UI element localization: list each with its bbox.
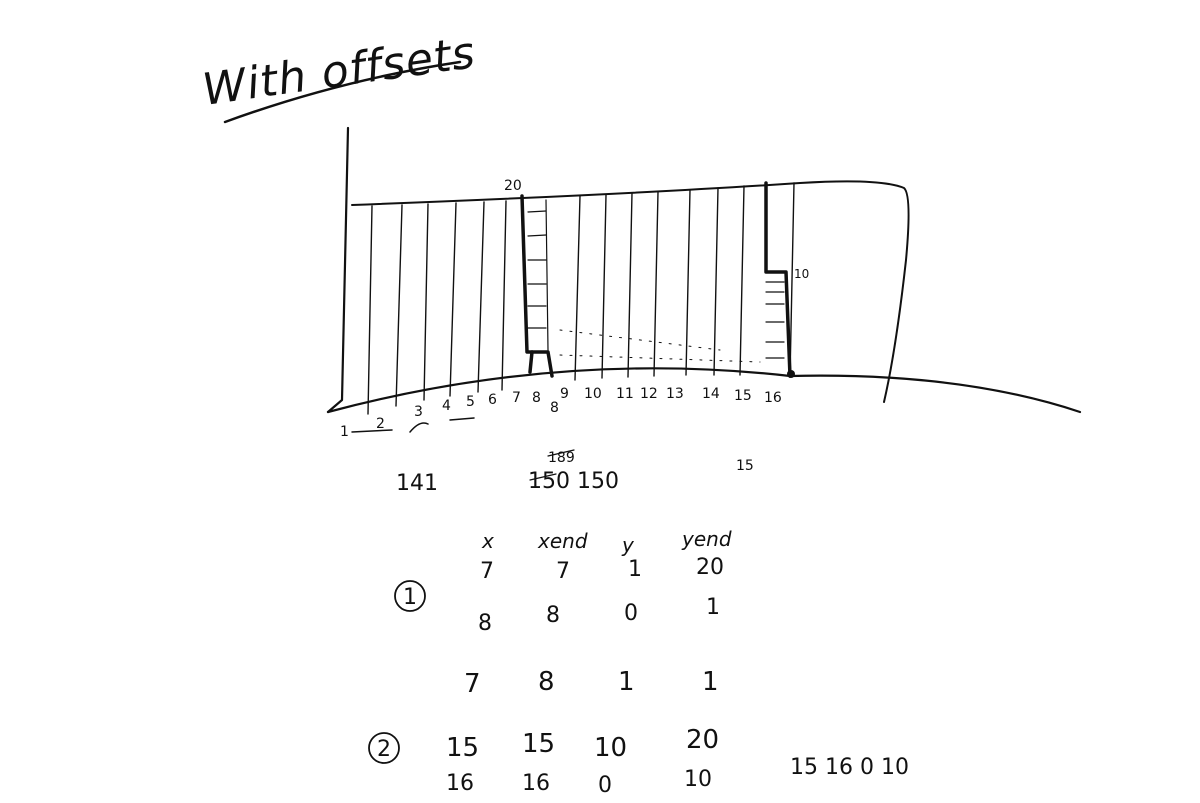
header-y: y <box>621 533 635 557</box>
axis-number: 9 <box>560 386 569 402</box>
note-mid-bottom: 150 150 <box>528 469 619 494</box>
segment-group-2 <box>764 181 792 378</box>
header-x: x <box>481 529 494 553</box>
side-note: 15 16 0 10 <box>790 755 909 780</box>
segment-group-1 <box>520 194 554 378</box>
cell: 7 <box>480 559 494 584</box>
cell: 1 <box>702 667 719 697</box>
note-left: 141 <box>396 471 438 496</box>
axis-number: 4 <box>442 398 451 414</box>
axis-numbers: 1 2 3 4 5 6 7 8 9 10 11 12 13 14 15 16 <box>340 386 782 440</box>
axis-number: 6 <box>488 392 497 408</box>
right-marker-label: 10 <box>794 267 809 281</box>
cell: 8 <box>478 611 492 636</box>
axis-number: 13 <box>666 386 684 402</box>
title-underline <box>223 60 462 124</box>
group-2-label: 2 <box>377 737 391 762</box>
header-yend: yend <box>681 527 732 551</box>
note-right: 15 <box>736 458 754 474</box>
axis-number: 15 <box>734 388 752 404</box>
top-marker-label: 20 <box>504 178 522 194</box>
table-row: 8 8 0 1 <box>478 595 720 636</box>
cell: 10 <box>594 733 627 763</box>
cell: 1 <box>618 667 635 697</box>
axis-number: 5 <box>466 394 475 410</box>
table-headers: x xend y yend <box>481 527 732 557</box>
group-1-label: 1 <box>403 585 417 610</box>
plot-outline <box>351 180 910 403</box>
cell: 0 <box>624 601 638 626</box>
cell: 8 <box>546 603 560 628</box>
axis-number: 3 <box>414 404 423 420</box>
cell: 20 <box>686 725 719 755</box>
axis-number: 11 <box>616 386 634 402</box>
cell: 1 <box>706 595 720 620</box>
x-axis-curve <box>326 367 1082 414</box>
cell: 20 <box>696 555 724 580</box>
strike-mark <box>529 473 557 481</box>
cell: 8 <box>538 667 555 697</box>
below-axis-label: 8 <box>550 400 559 416</box>
axis-number: 16 <box>764 390 782 406</box>
group-1-circle <box>394 580 426 612</box>
y-axis <box>326 126 350 414</box>
endpoint-dot <box>787 370 795 378</box>
hatch-group-2 <box>765 281 785 359</box>
grid-lines <box>367 182 795 415</box>
group-2-circle <box>368 732 400 764</box>
hatch-group-1 <box>527 199 549 351</box>
table-row: 7 7 1 20 <box>480 555 724 584</box>
table-row: 16 16 0 10 <box>446 767 712 798</box>
cell: 1 <box>628 557 642 582</box>
header-xend: xend <box>537 529 588 553</box>
cell: 15 <box>446 733 479 763</box>
axis-number: 1 <box>340 424 349 440</box>
cell: 7 <box>556 559 570 584</box>
axis-number: 2 <box>376 416 385 432</box>
sketch-title: With offsets <box>199 27 478 116</box>
dotted-guides <box>559 329 761 363</box>
table-row: 15 15 10 20 <box>446 725 719 763</box>
axis-number: 12 <box>640 386 658 402</box>
cell: 7 <box>464 669 481 699</box>
table-row: 7 8 1 1 <box>464 667 719 699</box>
axis-number: 7 <box>512 390 521 406</box>
axis-number: 8 <box>532 390 541 406</box>
cell: 0 <box>598 773 612 798</box>
axis-number-arrows <box>351 417 475 433</box>
cell: 16 <box>522 771 550 796</box>
cell: 10 <box>684 767 712 792</box>
axis-number: 14 <box>702 386 720 402</box>
axis-number: 10 <box>584 386 602 402</box>
strike-mark <box>547 449 575 457</box>
cell: 16 <box>446 771 474 796</box>
cell: 15 <box>522 729 555 759</box>
